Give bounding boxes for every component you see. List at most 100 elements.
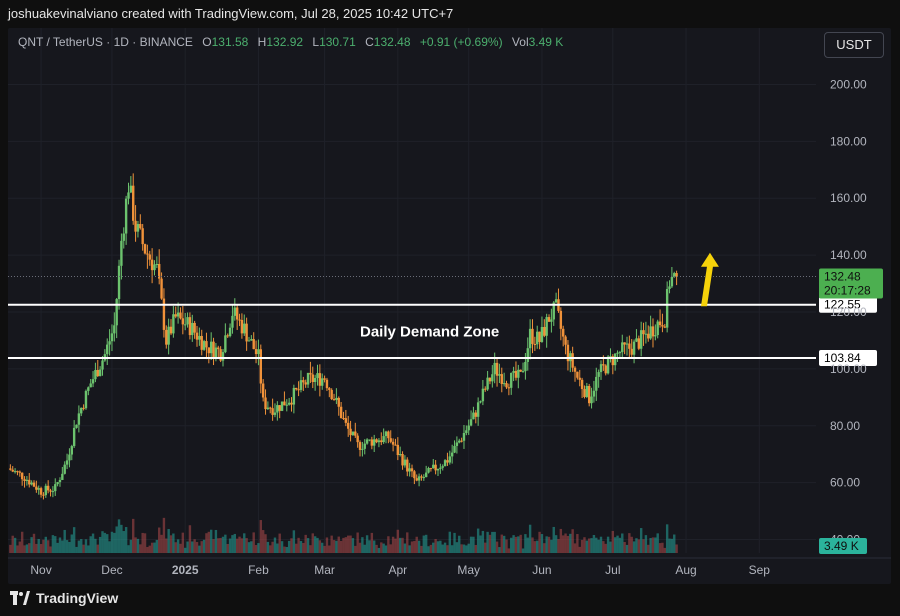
candle-body (285, 404, 288, 406)
candle-body (441, 466, 444, 468)
candle-body (398, 454, 402, 456)
volume-bar (625, 544, 629, 553)
candle-body (273, 412, 277, 415)
volume-bar (297, 537, 300, 553)
volume-bar (656, 533, 659, 553)
candle-body (372, 439, 376, 446)
volume-bar (613, 537, 617, 553)
candle-body (323, 378, 326, 380)
volume-bar (349, 535, 352, 553)
x-tick-label: Feb (248, 563, 269, 577)
volume-bar (32, 533, 36, 553)
volume-bar (337, 536, 340, 553)
candle-body (209, 341, 213, 354)
volume-bar (191, 541, 194, 553)
candle-body (330, 389, 333, 400)
volume-bar (450, 545, 454, 553)
candle-body (287, 402, 291, 405)
candle-body (132, 185, 135, 221)
chart-panel[interactable]: 122.55 103.84 Daily Demand Zone 132.48 20:17… (8, 28, 891, 584)
candle-body (20, 472, 24, 480)
volume-bar (181, 532, 185, 553)
volume-bar (479, 535, 482, 553)
candle-body (221, 352, 225, 361)
candle-body (625, 343, 629, 345)
volume-bar (363, 544, 366, 553)
volume-bar (273, 537, 277, 553)
volume-bar (186, 541, 189, 553)
volume-bar (557, 539, 560, 553)
candle-body (172, 314, 175, 334)
volume-bar (195, 542, 199, 553)
candle-body (233, 307, 237, 316)
candle-body (415, 478, 418, 481)
volume-bar (134, 537, 137, 553)
candle-body (566, 344, 570, 362)
candle-body (143, 244, 147, 254)
candle-body (514, 370, 518, 378)
candle-body (150, 259, 154, 271)
candle-body (595, 376, 598, 391)
candle-body (96, 369, 99, 377)
candle-body (217, 347, 220, 350)
volume-bar (422, 535, 426, 553)
candle-body (205, 341, 208, 348)
candle-body (604, 365, 607, 374)
candle-body (540, 326, 544, 342)
candle-body (269, 407, 272, 409)
volume-bar (448, 531, 452, 553)
volume-bar (257, 543, 260, 553)
candle-body (422, 477, 426, 479)
candle-body (101, 360, 104, 370)
volume-bar (554, 535, 558, 553)
candle-body (533, 343, 537, 345)
volume-bar (264, 534, 267, 553)
candle-body (377, 440, 381, 443)
candle-body (127, 192, 130, 199)
grid-lines (8, 28, 816, 553)
candle-body (129, 185, 133, 193)
candle-body (87, 387, 90, 391)
volume-bar (209, 529, 213, 553)
volume-bar (202, 539, 206, 553)
candle-body (283, 401, 286, 406)
volume-bar (526, 537, 529, 553)
candle-body (583, 389, 586, 397)
candle-body (328, 388, 331, 390)
candle-body (155, 263, 159, 265)
volume-bar (602, 541, 605, 553)
candle-body (510, 372, 513, 388)
volume-bar (436, 541, 440, 553)
currency-button[interactable]: USDT (824, 32, 884, 58)
high-label: H (257, 35, 267, 49)
footer-brand[interactable]: TradingView (10, 590, 118, 606)
volume-bar (124, 527, 128, 553)
candle-body (302, 380, 305, 383)
candle-body (547, 317, 551, 322)
candle-body (462, 432, 466, 441)
volume-bar (51, 535, 55, 553)
volume-bar (514, 536, 518, 553)
candle-body (562, 328, 565, 337)
volume-bar (58, 537, 62, 553)
candle-body (375, 439, 378, 443)
volume-bar (254, 545, 258, 553)
candle-body (576, 371, 579, 378)
candle-body (295, 387, 298, 390)
volume-bar (339, 540, 343, 553)
volume-bar (330, 535, 333, 553)
footer-brand-label: TradingView (36, 590, 119, 606)
volume-bar (39, 544, 43, 553)
x-tick-label: Apr (388, 563, 407, 577)
volume-bar (188, 525, 192, 553)
candle-body (89, 383, 92, 388)
volume-bar (18, 541, 22, 553)
volume-bar (498, 547, 501, 553)
candle-body (271, 408, 274, 415)
candle-body (56, 482, 59, 485)
volume-bar (250, 541, 253, 553)
volume-bar (129, 539, 133, 553)
volume-bar (365, 535, 369, 553)
candle-body (500, 374, 503, 384)
